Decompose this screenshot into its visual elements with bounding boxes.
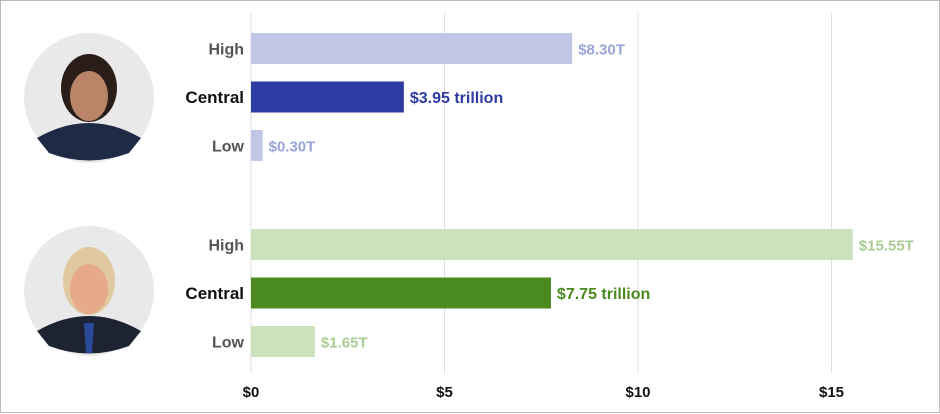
portrait-face — [70, 71, 108, 121]
value-label: $15.55T — [859, 238, 914, 255]
value-label: $7.75 trillion — [557, 286, 650, 303]
portrait-face — [70, 264, 108, 314]
x-tick-label: $15 — [819, 384, 844, 401]
bar-central — [251, 277, 551, 309]
category-label: Low — [212, 139, 245, 156]
bar-high — [251, 33, 573, 64]
category-label: High — [208, 238, 244, 255]
portrait-tie — [84, 323, 94, 353]
value-label: $0.30T — [269, 139, 316, 156]
value-label: $8.30T — [578, 42, 625, 59]
trump-portrait — [24, 226, 154, 356]
x-tick-label: $10 — [625, 384, 650, 401]
x-tick-label: $0 — [243, 384, 260, 401]
x-tick-label: $5 — [436, 384, 453, 401]
bar-low — [251, 130, 263, 161]
bar-high — [251, 229, 853, 260]
bar-low — [251, 326, 315, 357]
value-label: $3.95 trillion — [410, 90, 503, 107]
portrait-shoulders — [37, 123, 141, 161]
category-label: Central — [185, 284, 244, 303]
harris-portrait — [24, 33, 154, 163]
category-label: Central — [185, 88, 244, 107]
bar-central — [251, 81, 404, 113]
category-label: High — [208, 42, 244, 59]
category-label: Low — [212, 335, 245, 352]
value-label: $1.65T — [321, 335, 368, 352]
